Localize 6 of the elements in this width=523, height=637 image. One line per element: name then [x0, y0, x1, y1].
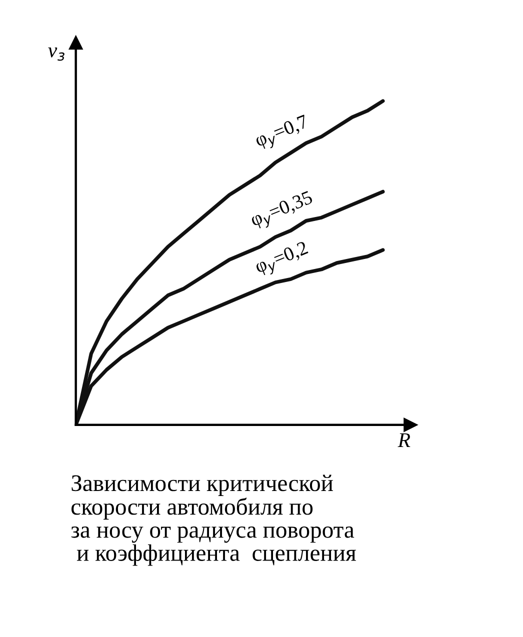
- text: φ$_{y}$=0,7: [254, 114, 312, 152]
- x-axis-title: R: [398, 433, 410, 447]
- text: φ$_{y}$=0,2: [254, 240, 311, 279]
- text: Зависимости критической скорости автомобиля по за носу от радиуса поворота и коэффициента сцепления: [71, 474, 356, 566]
- text: φ$_{y}$=0,35: [249, 190, 316, 232]
- y-axis-title: v$_{з}$: [48, 48, 64, 61]
